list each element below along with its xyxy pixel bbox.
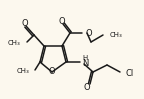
- Text: CH₃: CH₃: [110, 32, 123, 38]
- Text: O: O: [22, 19, 28, 28]
- Text: O: O: [59, 17, 65, 26]
- Text: CH₃: CH₃: [7, 40, 20, 46]
- Text: O: O: [84, 82, 90, 91]
- Text: N: N: [82, 59, 88, 68]
- Text: O: O: [85, 29, 92, 38]
- Text: CH₃: CH₃: [16, 68, 29, 74]
- Text: H: H: [82, 55, 87, 61]
- Text: O: O: [49, 68, 55, 77]
- Text: Cl: Cl: [125, 69, 133, 78]
